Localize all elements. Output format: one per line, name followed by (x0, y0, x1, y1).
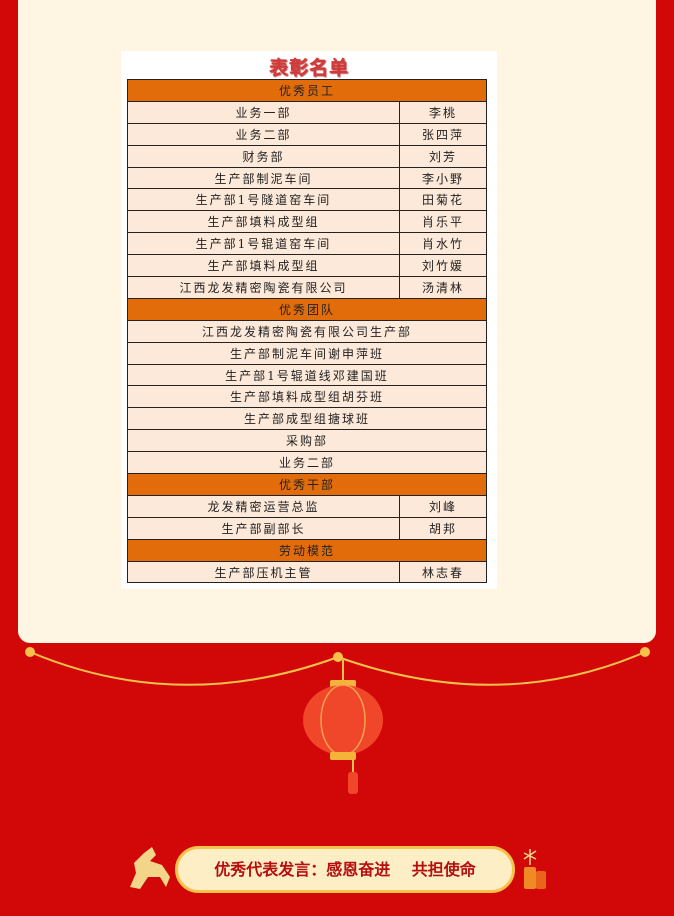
dept-cell: 生产部填料成型组 (127, 254, 400, 278)
honor-table: 优秀员工 业务一部 李桃 业务二部 张四萍 财务部 刘芳 生产部制泥车间 李小野 生产部1号隧道窑… (127, 79, 487, 584)
table-row: 生产部制泥车间谢申萍班 (127, 341, 487, 365)
name-cell: 张四萍 (399, 122, 487, 146)
table-row: 龙发精密运营总监 刘峰 (127, 494, 487, 518)
table-row: 生产部填料成型组 刘竹媛 (127, 254, 487, 278)
lantern-icon (303, 660, 383, 794)
section-banner: 优秀代表发言：感恩奋进 共担使命 (175, 846, 515, 893)
table-row: 江西龙发精密陶瓷有限公司生产部 (127, 319, 487, 343)
dept-cell: 业务二部 (127, 122, 400, 146)
name-cell: 刘竹媛 (399, 254, 487, 278)
garland-decoration (25, 647, 650, 794)
honor-list-image: 表彰名单 优秀员工 业务一部 李桃 业务二部 张四萍 财务部 刘芳 生产部制泥车间 李小野 生产部… (121, 51, 497, 589)
dept-cell: 江西龙发精密陶瓷有限公司 (127, 276, 400, 299)
firecracker-icon (523, 849, 546, 889)
dept-cell: 财务部 (127, 144, 400, 168)
table-row: 生产部填料成型组胡芬班 (127, 385, 487, 409)
table-row: 生产部1号隧道窑车间 田菊花 (127, 188, 487, 212)
dept-cell: 生产部1号辊道线邓建国班 (127, 363, 487, 387)
name-cell: 李桃 (399, 100, 487, 124)
table-row: 生产部1号辊道线邓建国班 (127, 363, 487, 387)
dept-cell: 生产部制泥车间谢申萍班 (127, 341, 487, 365)
name-cell: 汤清林 (399, 276, 487, 299)
name-cell: 肖乐平 (399, 210, 487, 234)
table-row: 生产部填料成型组 肖乐平 (127, 210, 487, 234)
name-cell: 刘峰 (399, 494, 487, 518)
dept-cell: 生产部制泥车间 (127, 166, 400, 190)
name-cell: 田菊花 (399, 188, 487, 212)
section-header-row: 优秀干部 (127, 473, 487, 496)
section-header-row: 劳动模范 (127, 538, 487, 562)
section-header: 优秀员工 (127, 79, 487, 102)
dept-cell: 生产部填料成型组胡芬班 (127, 385, 487, 409)
section-header-row: 优秀员工 (127, 79, 487, 102)
name-cell: 刘芳 (399, 144, 487, 168)
dept-cell: 业务一部 (127, 100, 400, 124)
section-header: 优秀干部 (127, 473, 487, 496)
dept-cell: 生产部压机主管 (127, 560, 400, 584)
table-row: 生产部成型组搪球班 (127, 407, 487, 431)
dept-cell: 业务二部 (127, 451, 487, 475)
table-row: 财务部 刘芳 (127, 144, 487, 168)
horse-icon (130, 847, 170, 889)
dept-cell: 生产部副部长 (127, 516, 400, 540)
name-cell: 肖水竹 (399, 232, 487, 256)
dept-cell: 生产部1号辊道窑车间 (127, 232, 400, 256)
dept-cell: 江西龙发精密陶瓷有限公司生产部 (127, 319, 487, 343)
name-cell: 胡邦 (399, 516, 487, 540)
section-header-row: 优秀团队 (127, 297, 487, 321)
table-row: 生产部副部长 胡邦 (127, 516, 487, 540)
dept-cell: 采购部 (127, 429, 487, 453)
table-row: 业务二部 (127, 451, 487, 475)
table-row: 生产部制泥车间 李小野 (127, 166, 487, 190)
name-cell: 李小野 (399, 166, 487, 190)
dept-cell: 生产部成型组搪球班 (127, 407, 487, 431)
table-row: 采购部 (127, 429, 487, 453)
list-title: 表彰名单 (268, 57, 349, 79)
dept-cell: 生产部填料成型组 (127, 210, 400, 234)
name-cell: 林志春 (399, 560, 487, 584)
table-row: 生产部1号辊道窑车间 肖水竹 (127, 232, 487, 256)
table-row: 江西龙发精密陶瓷有限公司 汤清林 (127, 276, 487, 299)
dept-cell: 生产部1号隧道窑车间 (127, 188, 400, 212)
content-panel: 表彰名单 优秀员工 业务一部 李桃 业务二部 张四萍 财务部 刘芳 生产部制泥车间 李小野 生产部… (18, 0, 656, 643)
dept-cell: 龙发精密运营总监 (127, 494, 400, 518)
section-header: 劳动模范 (127, 538, 487, 562)
table-row: 业务二部 张四萍 (127, 122, 487, 146)
section-header: 优秀团队 (127, 297, 487, 321)
table-row: 业务一部 李桃 (127, 100, 487, 124)
table-row: 生产部压机主管 林志春 (127, 560, 487, 584)
